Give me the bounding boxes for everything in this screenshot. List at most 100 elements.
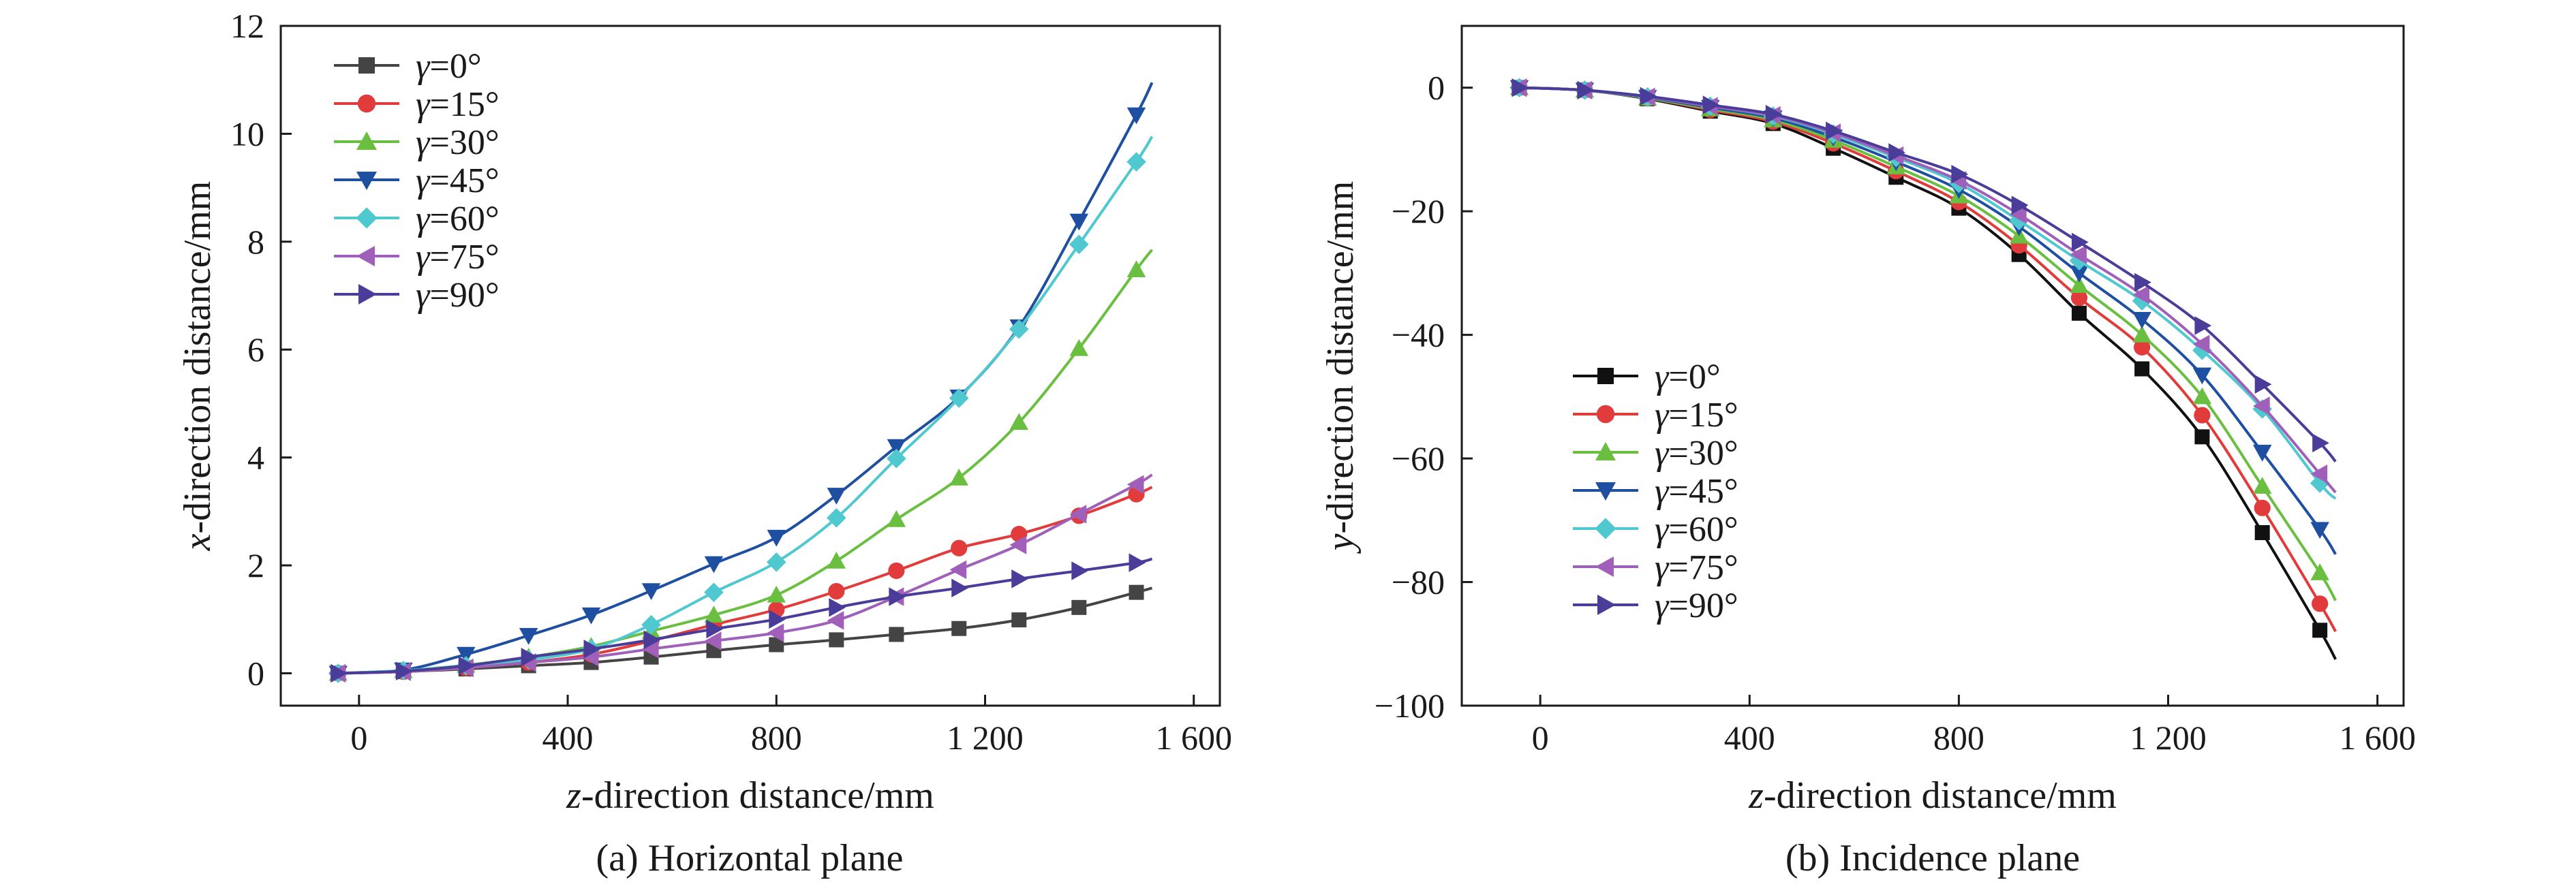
data-point bbox=[2312, 433, 2329, 453]
data-point bbox=[2009, 210, 2029, 231]
data-point bbox=[887, 439, 906, 456]
x-axis-title: z-direction distance/mm bbox=[1748, 774, 2117, 817]
y-tick-label: 8 bbox=[247, 223, 264, 261]
x-tick-label: 0 bbox=[1532, 719, 1549, 757]
y-tick-label: −20 bbox=[1392, 192, 1445, 230]
data-point bbox=[395, 661, 413, 681]
series-60-deg bbox=[1509, 78, 2337, 500]
data-point bbox=[949, 468, 968, 486]
x-tick-label: 1 200 bbox=[947, 719, 1024, 757]
series-45-deg bbox=[1509, 80, 2337, 555]
data-point bbox=[1011, 612, 1027, 628]
legend-label: γ=45° bbox=[1655, 472, 1738, 511]
data-point bbox=[1069, 505, 1087, 524]
legend-swatch-marker bbox=[358, 57, 375, 74]
series-90-deg bbox=[331, 553, 1153, 683]
data-point bbox=[2252, 477, 2272, 494]
data-point bbox=[827, 611, 844, 630]
panel-incidence-plane: 0 400 800 1 200 1 600 0 −20 −40 −60 −80 −100 z-dire… bbox=[1319, 25, 2416, 879]
data-point bbox=[767, 623, 784, 642]
data-point bbox=[767, 585, 786, 603]
y-tick-label: 0 bbox=[1428, 69, 1445, 107]
y-axis-title: y-direction distance/mm bbox=[1319, 181, 1362, 554]
legend-swatch-marker bbox=[1595, 518, 1616, 539]
data-point bbox=[583, 640, 601, 659]
data-point bbox=[1009, 413, 1029, 430]
data-point bbox=[2070, 265, 2089, 283]
data-point bbox=[769, 637, 784, 653]
data-point bbox=[766, 552, 786, 572]
data-point bbox=[2132, 291, 2152, 311]
legend-label: γ=75° bbox=[416, 238, 500, 277]
data-point bbox=[2254, 524, 2270, 540]
data-point bbox=[2194, 316, 2212, 335]
data-point bbox=[889, 627, 904, 642]
data-point bbox=[2192, 341, 2212, 360]
data-point bbox=[2192, 387, 2212, 405]
legend-item: γ=90° bbox=[1573, 586, 1738, 625]
legend-swatch-marker bbox=[1595, 482, 1616, 501]
data-point bbox=[827, 488, 846, 505]
panel-caption: (a) Horizontal plane bbox=[596, 837, 904, 879]
plot-frame bbox=[1460, 25, 2405, 707]
x-axis-title: z-direction distance/mm bbox=[566, 774, 934, 817]
data-point bbox=[827, 508, 846, 528]
data-point bbox=[1826, 121, 1843, 140]
data-point bbox=[2310, 465, 2328, 484]
data-point bbox=[2310, 522, 2329, 539]
data-point bbox=[827, 551, 846, 569]
legend-item: γ=60° bbox=[334, 200, 500, 238]
data-point bbox=[1512, 78, 1529, 97]
legend-item: γ=90° bbox=[334, 276, 500, 315]
data-point bbox=[829, 598, 846, 617]
y-tick-label: 6 bbox=[247, 330, 264, 368]
data-point bbox=[2252, 445, 2272, 462]
y-tick-label: 0 bbox=[247, 654, 264, 692]
legend-item: γ=30° bbox=[1573, 434, 1738, 473]
data-point bbox=[951, 578, 968, 598]
data-point bbox=[1765, 104, 1783, 124]
legend-label: γ=45° bbox=[416, 161, 500, 200]
legend-item: γ=45° bbox=[1573, 472, 1738, 511]
x-tick-label: 800 bbox=[1933, 719, 1984, 757]
legend-swatch-marker bbox=[356, 172, 377, 190]
data-point bbox=[2310, 473, 2330, 493]
legend-label: γ=60° bbox=[1655, 510, 1738, 549]
data-point bbox=[2194, 429, 2210, 445]
data-point bbox=[1951, 164, 1969, 184]
data-point bbox=[1129, 553, 1146, 572]
legend-item: γ=0° bbox=[334, 47, 482, 86]
legend-label: γ=90° bbox=[416, 276, 500, 315]
data-point bbox=[888, 562, 905, 580]
data-point bbox=[769, 610, 786, 629]
data-point bbox=[706, 619, 724, 639]
data-point bbox=[1069, 339, 1089, 356]
data-point bbox=[2192, 334, 2210, 354]
data-point bbox=[1702, 95, 1720, 114]
data-point bbox=[2070, 276, 2089, 294]
data-point bbox=[2134, 339, 2151, 356]
data-point bbox=[704, 631, 722, 650]
y-tick-label: −40 bbox=[1392, 316, 1445, 354]
legend-swatch-marker bbox=[1595, 442, 1616, 460]
y-axis-title: x-direction distance/mm bbox=[177, 181, 219, 552]
data-point bbox=[1888, 143, 1906, 162]
legend-item: γ=15° bbox=[1573, 396, 1738, 435]
legend-item: γ=60° bbox=[1573, 510, 1738, 549]
data-point bbox=[2254, 375, 2272, 394]
data-point bbox=[2132, 285, 2150, 304]
data-point bbox=[1009, 535, 1027, 554]
data-point bbox=[1069, 234, 1089, 255]
series-line bbox=[1519, 86, 2337, 462]
series-line bbox=[1519, 86, 2337, 555]
data-point bbox=[2312, 623, 2328, 638]
data-point bbox=[521, 647, 538, 667]
x-tick-label: 400 bbox=[1724, 719, 1775, 757]
data-point bbox=[1640, 87, 1657, 106]
data-point bbox=[641, 583, 661, 601]
legend-item: γ=75° bbox=[1573, 548, 1738, 587]
panel-caption: (b) Incidence plane bbox=[1785, 837, 2080, 879]
legend-swatch-marker bbox=[358, 284, 377, 304]
